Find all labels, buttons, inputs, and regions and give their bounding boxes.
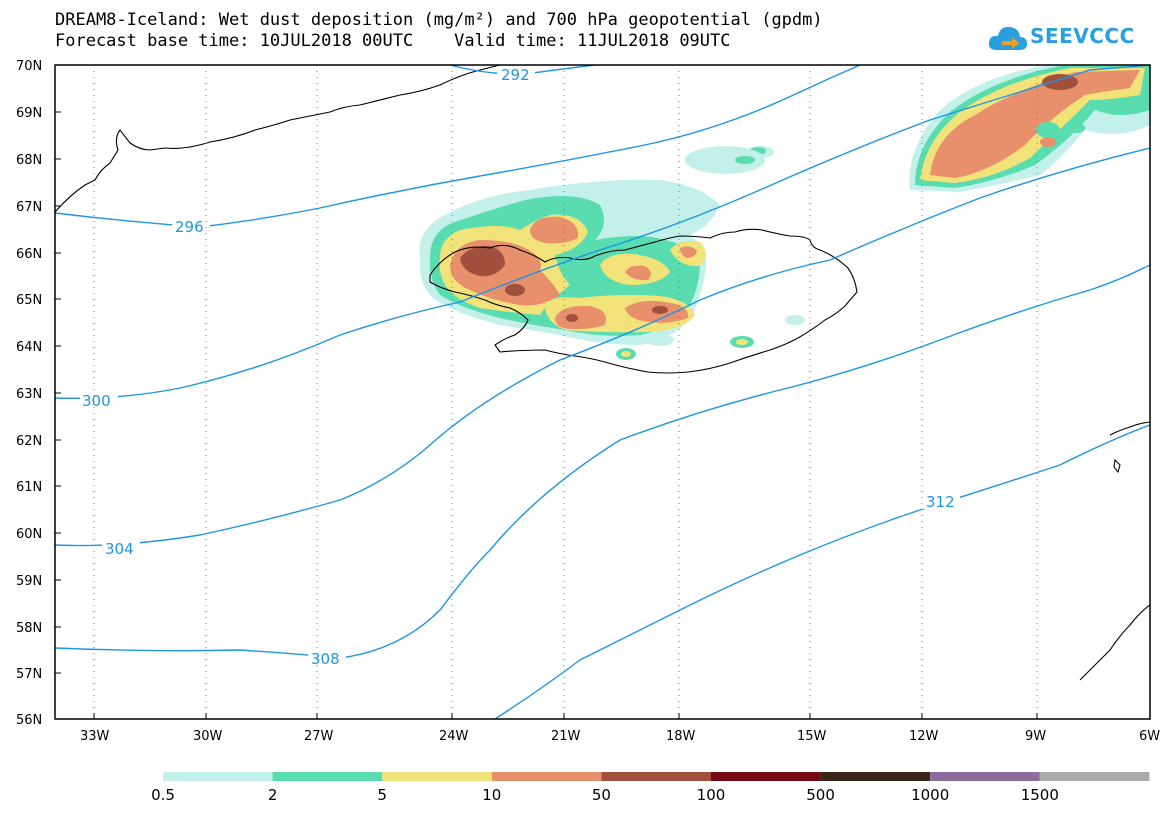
legend-label: 10 <box>482 786 501 804</box>
iceland-coast <box>429 228 858 374</box>
contour-label-308: 308 <box>311 650 340 668</box>
legend-label: 1500 <box>1021 786 1059 804</box>
legend-swatch <box>1039 772 1150 781</box>
legend-swatch <box>491 772 602 781</box>
latitude-axis <box>55 64 61 720</box>
cloud-arrow-icon <box>988 26 1027 50</box>
logo-text: SEEVCCC <box>1030 24 1135 48</box>
lon-label: 15W <box>797 729 827 744</box>
legend-label: 1000 <box>911 786 949 804</box>
contour-304 <box>55 147 1150 547</box>
faroe-coast <box>1113 458 1121 474</box>
contour-label-300: 300 <box>82 392 111 410</box>
legend-label: 50 <box>592 786 611 804</box>
chart-subtitle: Forecast base time: 10JUL2018 00UTC Vali… <box>55 31 731 51</box>
legend-swatch <box>820 772 931 781</box>
greenland-coast <box>55 65 501 213</box>
lat-label: 68N <box>16 153 42 168</box>
legend-label: 500 <box>806 786 835 804</box>
lon-label: 33W <box>80 729 110 744</box>
lat-label: 63N <box>16 387 42 402</box>
scotland-coast <box>1079 604 1150 681</box>
lat-label: 70N <box>16 59 42 74</box>
lat-label: 64N <box>16 340 42 355</box>
contour-label-296: 296 <box>175 218 204 236</box>
lat-label: 58N <box>16 621 42 636</box>
lat-label: 66N <box>16 247 42 262</box>
lon-label: 21W <box>551 729 581 744</box>
legend-swatch <box>930 772 1040 781</box>
lat-label: 65N <box>16 293 42 308</box>
longitude-labels: 33W 30W 27W 24W 21W 18W 15W 12W 9W 6W <box>80 729 1160 744</box>
legend-swatch <box>601 772 711 781</box>
lat-label: 67N <box>16 200 42 215</box>
legend-swatch <box>382 772 492 781</box>
legend-swatch <box>711 772 821 781</box>
legend-swatch <box>272 772 383 781</box>
contour-308 <box>55 264 1150 659</box>
contour-296 <box>55 65 861 228</box>
contour-300 <box>55 65 1150 399</box>
lon-label: 30W <box>193 729 223 744</box>
coastlines <box>55 65 1150 681</box>
lon-label: 9W <box>1025 729 1046 744</box>
seevccc-logo: SEEVCCC <box>988 20 1138 56</box>
contour-label-304: 304 <box>105 540 134 558</box>
norway-coast <box>1109 421 1150 436</box>
legend-label: 0.5 <box>151 786 175 804</box>
longitude-axis <box>93 713 1038 719</box>
lon-label: 6W <box>1139 729 1160 744</box>
legend-label: 100 <box>697 786 726 804</box>
lat-label: 60N <box>16 527 42 542</box>
lat-label: 59N <box>16 574 42 589</box>
color-legend: 0.5 2 5 10 50 100 500 1000 1500 <box>151 772 1150 804</box>
dust-deposition-layer <box>419 65 1150 360</box>
lon-label: 24W <box>439 729 469 744</box>
lat-label: 62N <box>16 434 42 449</box>
contour-labels: 292 296 300 304 308 312 <box>80 66 960 668</box>
grid <box>93 65 1038 719</box>
latitude-labels: 70N 69N 68N 67N 66N 65N 64N 63N 62N 61N … <box>16 59 42 728</box>
contour-292 <box>449 65 596 75</box>
legend-swatch <box>163 772 273 781</box>
contour-label-312: 312 <box>926 493 955 511</box>
lon-label: 27W <box>304 729 334 744</box>
lat-label: 61N <box>16 480 42 495</box>
chart-title: DREAM8-Iceland: Wet dust deposition (mg/… <box>55 10 823 30</box>
lat-label: 69N <box>16 106 42 121</box>
contour-label-292: 292 <box>501 66 530 84</box>
map-frame <box>54 64 1151 720</box>
legend-label: 2 <box>268 786 278 804</box>
lat-label: 57N <box>16 667 42 682</box>
lon-label: 12W <box>909 729 939 744</box>
contour-312 <box>494 424 1150 719</box>
legend-label: 5 <box>377 786 387 804</box>
lat-label: 56N <box>16 713 42 728</box>
lon-label: 18W <box>666 729 696 744</box>
